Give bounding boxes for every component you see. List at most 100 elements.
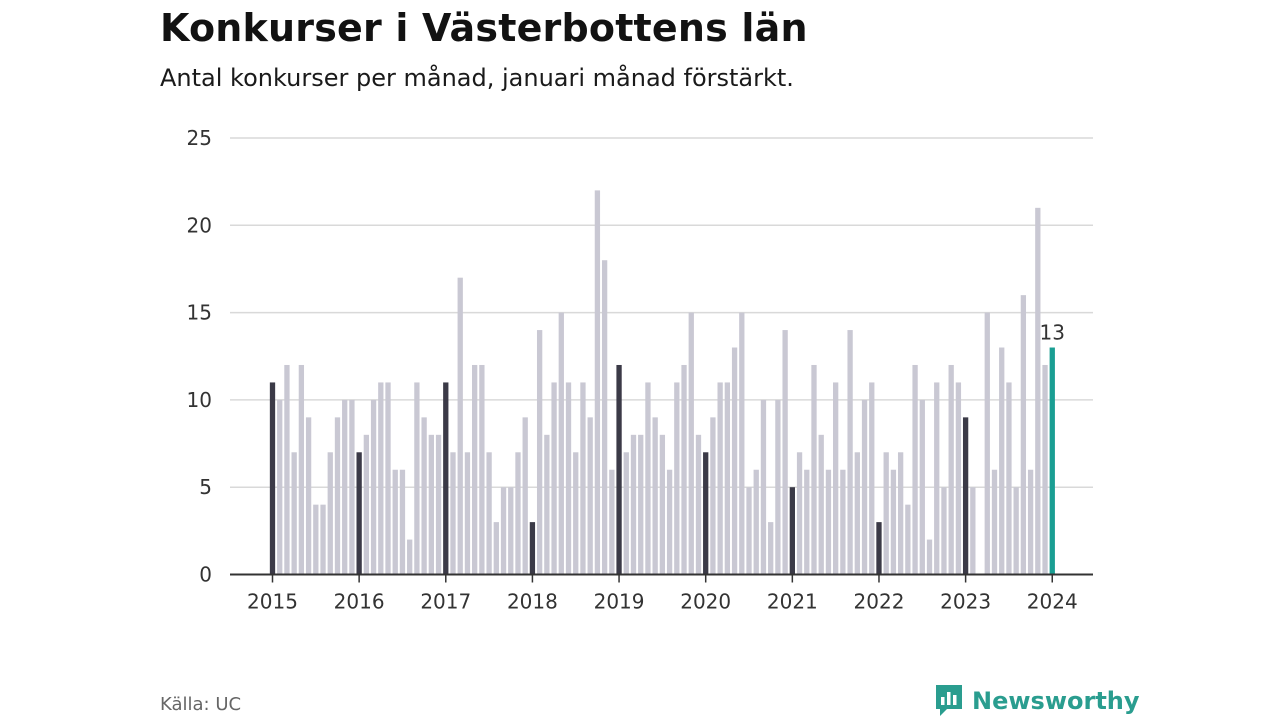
bar <box>681 364 687 575</box>
bar <box>450 452 456 575</box>
bar <box>847 330 853 575</box>
bar <box>746 487 752 575</box>
x-tick-label: 2018 <box>507 590 558 614</box>
bar <box>407 539 413 575</box>
bar <box>616 364 622 575</box>
bar <box>1006 382 1012 575</box>
bar <box>818 434 824 575</box>
x-tick-label: 2020 <box>680 590 731 614</box>
bar <box>486 452 492 575</box>
bar <box>428 434 434 575</box>
bar <box>493 522 499 575</box>
bar <box>912 364 918 575</box>
bar <box>515 452 521 575</box>
bar <box>796 452 803 575</box>
x-tick-label: 2016 <box>334 590 385 614</box>
bar <box>587 417 593 575</box>
bar <box>984 312 990 575</box>
bar <box>1027 469 1034 575</box>
y-tick-label: 15 <box>187 301 212 325</box>
bar <box>385 382 391 575</box>
bar <box>861 399 868 575</box>
bar <box>363 434 370 575</box>
bar <box>536 330 543 575</box>
brand-logo: Newsworthy <box>934 683 1140 719</box>
bar <box>334 417 341 575</box>
bar <box>609 469 615 575</box>
bar <box>724 382 731 575</box>
bar <box>970 487 976 575</box>
x-tick-label: 2023 <box>940 590 991 614</box>
bar <box>551 382 557 575</box>
x-tick-label: 2024 <box>1027 590 1078 614</box>
bar <box>739 312 745 575</box>
bar <box>854 452 860 575</box>
bar <box>1013 487 1019 575</box>
bar <box>717 382 723 575</box>
bar <box>284 364 290 575</box>
bar <box>414 382 420 575</box>
newsworthy-logo-icon <box>936 685 962 716</box>
bar <box>594 190 601 575</box>
bar <box>435 434 442 575</box>
bar <box>905 504 911 575</box>
bar <box>991 469 998 575</box>
bar <box>623 452 629 575</box>
bar <box>688 312 694 575</box>
bar <box>479 364 485 575</box>
x-tick-label: 2015 <box>247 590 298 614</box>
x-tick-label: 2021 <box>767 590 818 614</box>
x-tick-label: 2022 <box>854 590 905 614</box>
axes <box>230 573 1093 583</box>
bar <box>948 364 954 575</box>
bar <box>529 522 536 575</box>
bar <box>897 452 904 575</box>
bar <box>457 277 463 575</box>
bar <box>399 469 406 575</box>
bar <box>305 417 312 575</box>
bar <box>356 452 362 575</box>
bar <box>342 399 348 575</box>
x-tick-label: 2019 <box>594 590 645 614</box>
bar <box>558 312 564 575</box>
bar <box>840 469 846 575</box>
bar <box>508 487 514 575</box>
latest-value-label: 13 <box>1040 321 1065 345</box>
bar <box>269 382 276 575</box>
bar <box>630 434 637 575</box>
y-tick-label: 0 <box>199 563 212 587</box>
bar <box>522 417 528 575</box>
y-tick-label: 10 <box>187 388 212 412</box>
bar <box>926 539 933 575</box>
bar <box>955 382 962 575</box>
bar <box>392 469 398 575</box>
bar <box>565 382 572 575</box>
y-tick-label: 5 <box>199 475 212 499</box>
x-tick-label: 2017 <box>420 590 471 614</box>
bar <box>710 417 716 575</box>
bar <box>666 469 673 575</box>
bar <box>825 469 832 575</box>
y-tick-label: 25 <box>187 126 212 150</box>
bar <box>378 382 384 575</box>
bar <box>298 364 305 575</box>
bar <box>760 399 767 575</box>
bar <box>703 452 709 575</box>
bar <box>804 469 810 575</box>
bar <box>941 487 947 575</box>
chart-title: Konkurser i Västerbottens län <box>160 6 808 50</box>
bar <box>789 487 795 575</box>
bar <box>500 487 507 575</box>
bar <box>919 399 925 575</box>
bar <box>580 382 586 575</box>
bar <box>349 399 355 575</box>
bar <box>782 330 788 575</box>
bar <box>464 452 471 575</box>
bar <box>645 382 651 575</box>
bar <box>652 417 658 575</box>
bar <box>876 522 882 575</box>
bar <box>421 417 427 575</box>
bars <box>269 190 1055 575</box>
source-note: Källa: UC <box>160 694 242 715</box>
